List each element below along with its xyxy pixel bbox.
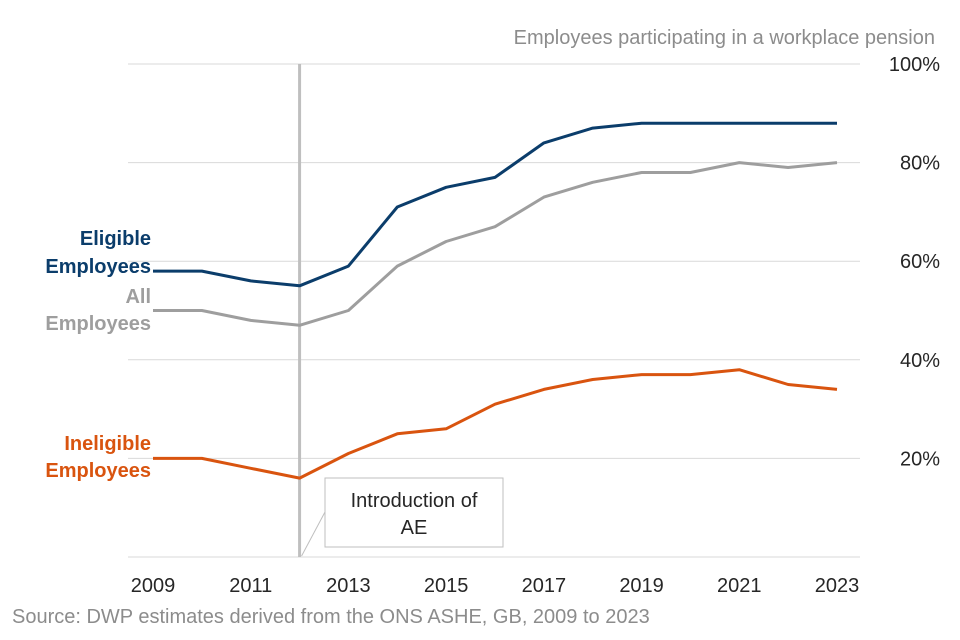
x-tick-label: 2011 [229, 575, 272, 597]
x-tick-label: 2015 [424, 575, 469, 597]
series-lines [153, 121, 838, 480]
chart-title: Employees participating in a workplace p… [514, 27, 935, 49]
series-line-eligible-employees [153, 121, 837, 288]
series-line-all-employees [153, 161, 838, 327]
y-axis-tick-labels: 20% 40% 60% 80% 100% [889, 54, 940, 470]
annotation-box [324, 477, 504, 548]
y-tick-label: 100% [889, 54, 940, 76]
series-label-line: Eligible [80, 228, 151, 250]
series-label-line: Employees [45, 313, 151, 335]
series-label-all-employees: All Employees [45, 286, 151, 335]
y-tick-label: 20% [900, 448, 940, 470]
series-label-eligible-employees: Eligible Employees [45, 228, 151, 278]
x-axis-tick-labels: 2009 2011 2013 2015 2017 2019 2021 2023 [131, 575, 860, 597]
series-label-ineligible-employees: Ineligible Employees [45, 433, 151, 482]
x-tick-label: 2009 [131, 575, 176, 597]
series-label-line: Employees [45, 256, 151, 278]
annotation-text-line: AE [401, 517, 428, 539]
series-label-line: Employees [45, 460, 151, 482]
series-line-ineligible-employees [153, 368, 838, 480]
y-tick-label: 80% [900, 153, 940, 175]
x-tick-label: 2023 [815, 575, 860, 597]
series-label-line: All [125, 286, 151, 308]
y-tick-label: 60% [900, 251, 940, 273]
x-tick-label: 2017 [522, 575, 567, 597]
series-label-line: Ineligible [64, 433, 151, 455]
x-tick-label: 2021 [717, 575, 762, 597]
x-tick-label: 2019 [619, 575, 664, 597]
series-labels: Eligible Employees All Employees Ineligible E… [45, 228, 151, 482]
x-tick-label: 2013 [326, 575, 371, 597]
y-tick-label: 40% [900, 350, 940, 372]
annotation-leader-line [301, 511, 326, 557]
annotation-text-line: Introduction of [351, 490, 478, 512]
chart-source-note: Source: DWP estimates derived from the O… [12, 606, 650, 628]
introduction-of-ae-annotation: Introduction of AE [301, 477, 504, 557]
